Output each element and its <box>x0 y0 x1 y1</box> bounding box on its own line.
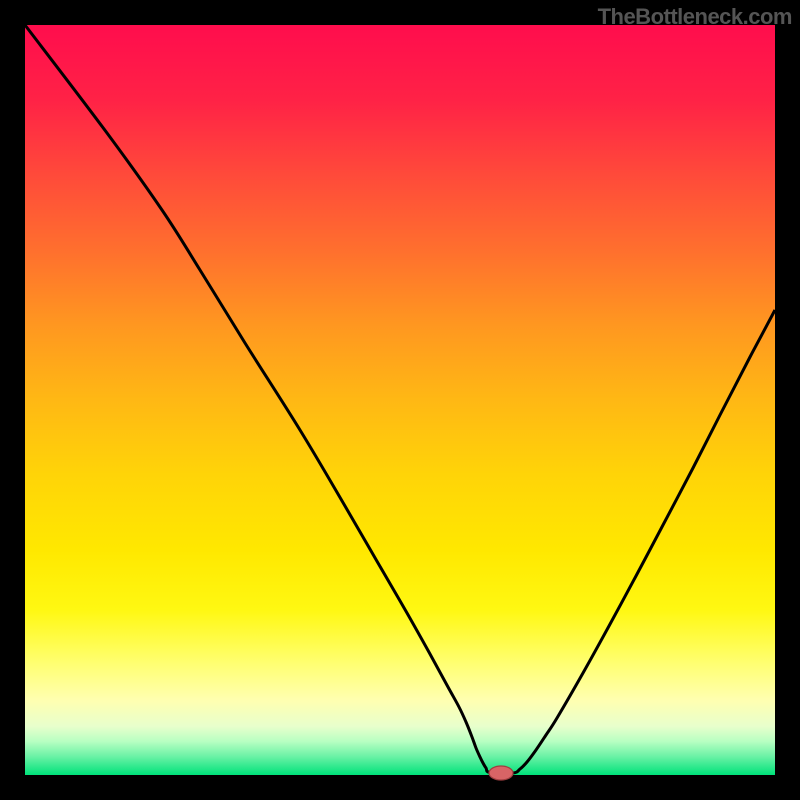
optimal-marker <box>489 766 513 780</box>
watermark-text: TheBottleneck.com <box>598 4 792 30</box>
bottleneck-chart <box>0 0 800 800</box>
chart-container: TheBottleneck.com <box>0 0 800 800</box>
chart-plot-area <box>25 25 775 775</box>
